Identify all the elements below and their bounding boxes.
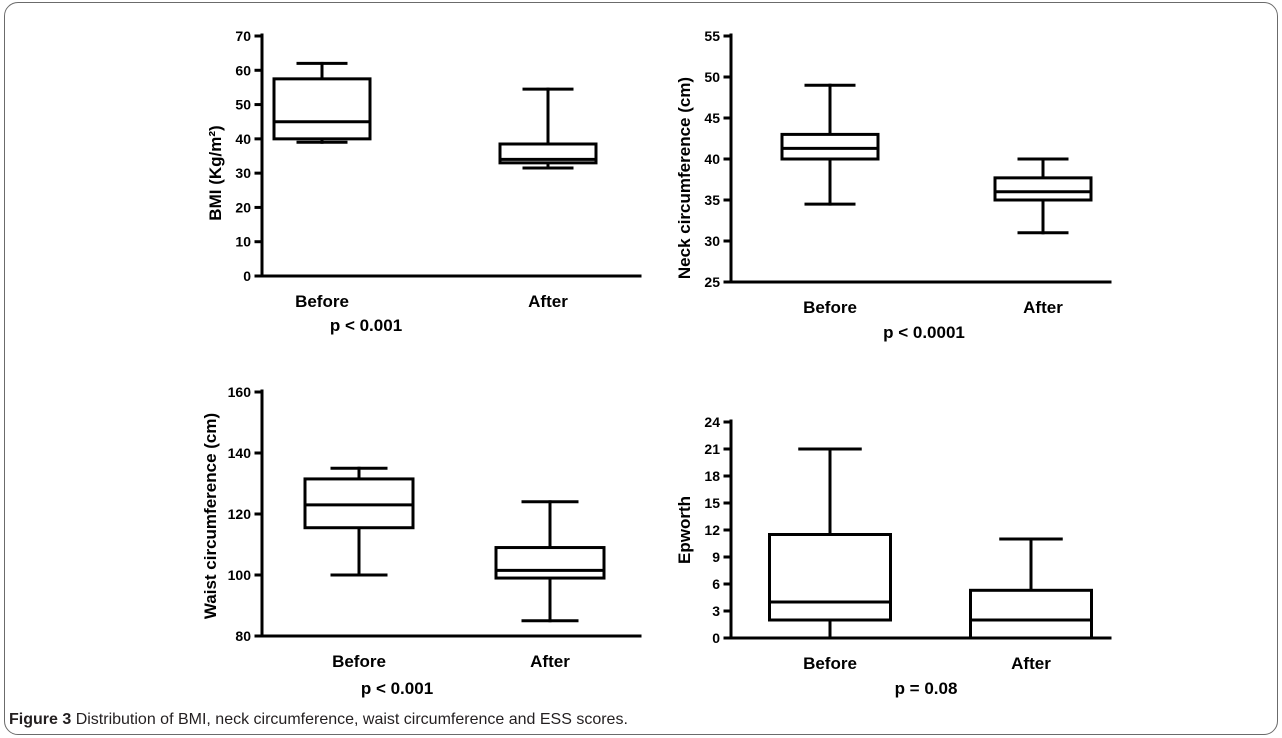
box-before bbox=[768, 447, 892, 640]
y-tick-label: 40 bbox=[704, 151, 720, 167]
y-tick-label: 24 bbox=[704, 414, 720, 430]
y-tick-label: 21 bbox=[704, 441, 720, 457]
y-tick-label: 9 bbox=[712, 549, 720, 565]
iqr-box bbox=[768, 533, 892, 622]
y-tick-label: 120 bbox=[228, 506, 252, 522]
x-category-label: After bbox=[530, 652, 570, 671]
box-before bbox=[780, 83, 880, 206]
iqr-box bbox=[494, 546, 606, 580]
y-tick-label: 140 bbox=[228, 445, 252, 461]
figure-caption: Figure 3 Distribution of BMI, neck circu… bbox=[9, 711, 628, 729]
p-value-label: p = 0.08 bbox=[895, 679, 958, 698]
chart-panel-4: 0 3 6 9 12 15 18 21 24 Epworth Before After p = 0.08 bbox=[675, 414, 1112, 698]
iqr-box bbox=[780, 132, 880, 161]
y-tick-label: 160 bbox=[228, 384, 252, 400]
y-tick-label: 35 bbox=[704, 192, 720, 208]
y-axis-title: Neck circumference (cm) bbox=[675, 77, 694, 279]
x-category-label: Before bbox=[332, 652, 386, 671]
box-before bbox=[272, 61, 372, 144]
y-tick-label: 0 bbox=[243, 268, 251, 284]
y-axis-title: Epworth bbox=[675, 496, 694, 564]
y-tick-label: 6 bbox=[712, 576, 720, 592]
y-tick-label: 70 bbox=[235, 28, 251, 44]
y-tick-label: 60 bbox=[235, 62, 251, 78]
box-after bbox=[498, 87, 598, 170]
y-tick-label: 0 bbox=[712, 630, 720, 646]
x-category-label: After bbox=[1011, 654, 1051, 673]
y-tick-label: 20 bbox=[235, 199, 251, 215]
x-category-label: After bbox=[1023, 298, 1063, 317]
box-after bbox=[969, 537, 1093, 640]
y-tick-label: 30 bbox=[704, 233, 720, 249]
y-axis-title: Waist circumference (cm) bbox=[201, 413, 220, 619]
y-tick-label: 3 bbox=[712, 603, 720, 619]
box-after bbox=[993, 157, 1093, 235]
y-tick-label: 40 bbox=[235, 131, 251, 147]
iqr-box bbox=[303, 477, 415, 530]
y-tick-label: 100 bbox=[228, 567, 252, 583]
y-tick-label: 12 bbox=[704, 522, 720, 538]
y-tick-label: 45 bbox=[704, 110, 720, 126]
x-category-label: Before bbox=[803, 298, 857, 317]
p-value-label: p < 0.0001 bbox=[883, 323, 965, 342]
y-tick-label: 80 bbox=[235, 628, 251, 644]
y-tick-label: 50 bbox=[235, 97, 251, 113]
iqr-box bbox=[969, 588, 1093, 640]
p-value-label: p < 0.001 bbox=[330, 316, 402, 335]
x-category-label: Before bbox=[295, 292, 349, 311]
y-tick-label: 30 bbox=[235, 165, 251, 181]
y-tick-label: 25 bbox=[704, 274, 720, 290]
box-after bbox=[494, 500, 606, 623]
p-value-label: p < 0.001 bbox=[361, 679, 433, 698]
chart-panel-2: 25 30 35 40 45 50 55 Neck circumference (cm) Bef… bbox=[675, 28, 1112, 342]
caption-text: Distribution of BMI, neck circumference,… bbox=[75, 711, 628, 728]
y-tick-label: 15 bbox=[704, 495, 720, 511]
y-tick-label: 10 bbox=[235, 234, 251, 250]
x-category-label: Before bbox=[803, 654, 857, 673]
y-tick-label: 18 bbox=[704, 468, 720, 484]
chart-panel-1: 0 10 20 30 40 50 60 70 BMI (Kg/m²) Before After p <… bbox=[206, 28, 642, 335]
x-category-label: After bbox=[528, 292, 568, 311]
box-before bbox=[303, 466, 415, 577]
iqr-box bbox=[272, 77, 372, 141]
chart-panel-3: 80 100 120 140 160 Waist circumference (cm) Be… bbox=[201, 384, 642, 698]
iqr-box bbox=[993, 176, 1093, 202]
y-axis-title: BMI (Kg/m²) bbox=[206, 125, 225, 220]
y-tick-label: 55 bbox=[704, 28, 720, 44]
caption-label: Figure 3 bbox=[9, 711, 72, 728]
y-tick-label: 50 bbox=[704, 69, 720, 85]
